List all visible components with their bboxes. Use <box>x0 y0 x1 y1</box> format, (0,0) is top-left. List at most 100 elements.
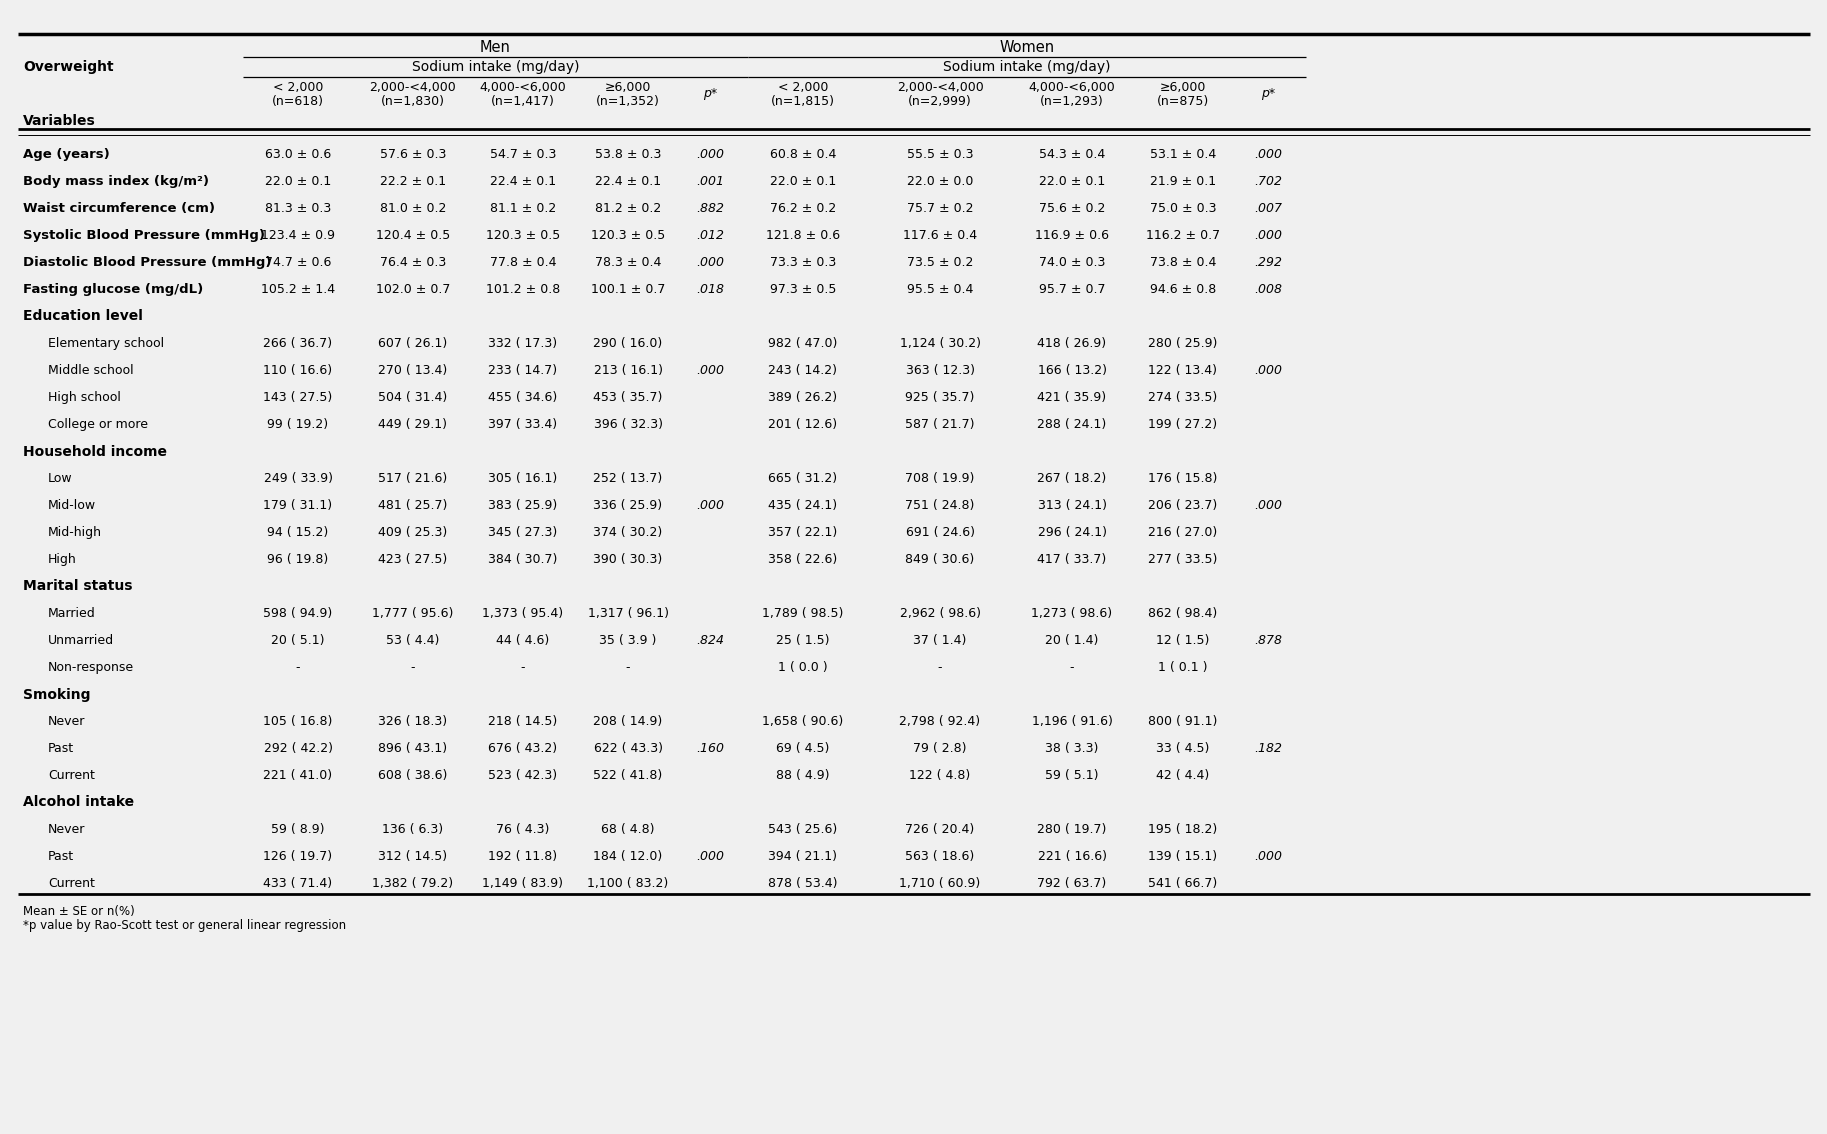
Text: 1,710 ( 60.9): 1,710 ( 60.9) <box>899 877 981 890</box>
Text: 176 ( 15.8): 176 ( 15.8) <box>1149 472 1217 485</box>
Text: 396 ( 32.3): 396 ( 32.3) <box>594 418 663 431</box>
Text: 358 ( 22.6): 358 ( 22.6) <box>769 553 837 566</box>
Text: 206 ( 23.7): 206 ( 23.7) <box>1149 499 1217 511</box>
Text: .000: .000 <box>696 256 723 269</box>
Text: 76.4 ± 0.3: 76.4 ± 0.3 <box>380 256 446 269</box>
Text: Household income: Household income <box>24 445 166 458</box>
Text: 116.9 ± 0.6: 116.9 ± 0.6 <box>1036 229 1109 242</box>
Text: 120.4 ± 0.5: 120.4 ± 0.5 <box>376 229 449 242</box>
Text: 453 ( 35.7): 453 ( 35.7) <box>594 391 663 404</box>
Text: 417 ( 33.7): 417 ( 33.7) <box>1038 553 1107 566</box>
Text: (n=1,417): (n=1,417) <box>491 94 555 108</box>
Text: 2,000-<4,000: 2,000-<4,000 <box>897 82 983 94</box>
Text: p*: p* <box>1261 86 1275 100</box>
Text: Marital status: Marital status <box>24 579 133 593</box>
Text: p*: p* <box>703 86 716 100</box>
Text: 2,000-<4,000: 2,000-<4,000 <box>369 82 457 94</box>
Text: 22.0 ± 0.1: 22.0 ± 0.1 <box>1040 175 1105 188</box>
Text: 418 ( 26.9): 418 ( 26.9) <box>1038 337 1107 350</box>
Text: 1,273 ( 98.6): 1,273 ( 98.6) <box>1032 607 1113 620</box>
Text: 21.9 ± 0.1: 21.9 ± 0.1 <box>1149 175 1217 188</box>
Text: Mean ± SE or n(%): Mean ± SE or n(%) <box>24 905 135 917</box>
Text: 1,658 ( 90.6): 1,658 ( 90.6) <box>762 716 844 728</box>
Text: 541 ( 66.7): 541 ( 66.7) <box>1149 877 1217 890</box>
Text: 397 ( 33.4): 397 ( 33.4) <box>488 418 557 431</box>
Text: 383 ( 25.9): 383 ( 25.9) <box>488 499 557 511</box>
Text: 195 ( 18.2): 195 ( 18.2) <box>1149 823 1217 836</box>
Text: 277 ( 33.5): 277 ( 33.5) <box>1149 553 1217 566</box>
Text: -: - <box>411 661 415 674</box>
Text: 517 ( 21.6): 517 ( 21.6) <box>378 472 448 485</box>
Text: 305 ( 16.1): 305 ( 16.1) <box>488 472 557 485</box>
Text: 22.2 ± 0.1: 22.2 ± 0.1 <box>380 175 446 188</box>
Text: 75.0 ± 0.3: 75.0 ± 0.3 <box>1149 202 1217 215</box>
Text: (n=875): (n=875) <box>1156 94 1209 108</box>
Text: 213 ( 16.1): 213 ( 16.1) <box>594 364 663 376</box>
Text: 94.6 ± 0.8: 94.6 ± 0.8 <box>1149 284 1217 296</box>
Text: Past: Past <box>48 850 75 863</box>
Text: Sodium intake (mg/day): Sodium intake (mg/day) <box>943 60 1111 74</box>
Text: 216 ( 27.0): 216 ( 27.0) <box>1149 526 1217 539</box>
Text: (n=2,999): (n=2,999) <box>908 94 972 108</box>
Text: High: High <box>48 553 77 566</box>
Text: 44 ( 4.6): 44 ( 4.6) <box>497 634 550 648</box>
Text: 1,317 ( 96.1): 1,317 ( 96.1) <box>588 607 669 620</box>
Text: 77.8 ± 0.4: 77.8 ± 0.4 <box>490 256 555 269</box>
Text: 691 ( 24.6): 691 ( 24.6) <box>906 526 974 539</box>
Text: 42 ( 4.4): 42 ( 4.4) <box>1156 769 1209 782</box>
Text: 849 ( 30.6): 849 ( 30.6) <box>906 553 974 566</box>
Text: 120.3 ± 0.5: 120.3 ± 0.5 <box>590 229 665 242</box>
Text: 421 ( 35.9): 421 ( 35.9) <box>1038 391 1107 404</box>
Text: 25 ( 1.5): 25 ( 1.5) <box>776 634 829 648</box>
Text: 76.2 ± 0.2: 76.2 ± 0.2 <box>769 202 837 215</box>
Text: 81.0 ± 0.2: 81.0 ± 0.2 <box>380 202 446 215</box>
Text: 60.8 ± 0.4: 60.8 ± 0.4 <box>769 149 837 161</box>
Text: 81.2 ± 0.2: 81.2 ± 0.2 <box>596 202 661 215</box>
Text: 1 ( 0.1 ): 1 ( 0.1 ) <box>1158 661 1208 674</box>
Text: .000: .000 <box>696 149 723 161</box>
Text: .000: .000 <box>696 850 723 863</box>
Text: 79 ( 2.8): 79 ( 2.8) <box>914 742 966 755</box>
Text: 587 ( 21.7): 587 ( 21.7) <box>904 418 976 431</box>
Text: 1,777 ( 95.6): 1,777 ( 95.6) <box>373 607 453 620</box>
Text: 267 ( 18.2): 267 ( 18.2) <box>1038 472 1107 485</box>
Text: 1,382 ( 79.2): 1,382 ( 79.2) <box>373 877 453 890</box>
Text: .182: .182 <box>1253 742 1283 755</box>
Text: Body mass index (kg/m²): Body mass index (kg/m²) <box>24 175 208 188</box>
Text: 117.6 ± 0.4: 117.6 ± 0.4 <box>903 229 977 242</box>
Text: 4,000-<6,000: 4,000-<6,000 <box>481 82 566 94</box>
Text: Systolic Blood Pressure (mmHg): Systolic Blood Pressure (mmHg) <box>24 229 265 242</box>
Text: .000: .000 <box>1253 364 1283 376</box>
Text: 54.3 ± 0.4: 54.3 ± 0.4 <box>1040 149 1105 161</box>
Text: 81.3 ± 0.3: 81.3 ± 0.3 <box>265 202 331 215</box>
Text: (n=618): (n=618) <box>272 94 323 108</box>
Text: 433 ( 71.4): 433 ( 71.4) <box>263 877 333 890</box>
Text: 166 ( 13.2): 166 ( 13.2) <box>1038 364 1107 376</box>
Text: 504 ( 31.4): 504 ( 31.4) <box>378 391 448 404</box>
Text: 179 ( 31.1): 179 ( 31.1) <box>263 499 333 511</box>
Text: -: - <box>627 661 630 674</box>
Text: 394 ( 21.1): 394 ( 21.1) <box>769 850 837 863</box>
Text: 862 ( 98.4): 862 ( 98.4) <box>1149 607 1217 620</box>
Text: Women: Women <box>999 40 1054 54</box>
Text: 221 ( 41.0): 221 ( 41.0) <box>263 769 333 782</box>
Text: Current: Current <box>48 877 95 890</box>
Text: Variables: Variables <box>24 115 95 128</box>
Text: 121.8 ± 0.6: 121.8 ± 0.6 <box>766 229 840 242</box>
Text: 665 ( 31.2): 665 ( 31.2) <box>769 472 837 485</box>
Text: Never: Never <box>48 823 86 836</box>
Text: .000: .000 <box>1253 850 1283 863</box>
Text: 136 ( 6.3): 136 ( 6.3) <box>382 823 444 836</box>
Text: Mid-low: Mid-low <box>48 499 97 511</box>
Text: 345 ( 27.3): 345 ( 27.3) <box>488 526 557 539</box>
Text: 332 ( 17.3): 332 ( 17.3) <box>488 337 557 350</box>
Text: 481 ( 25.7): 481 ( 25.7) <box>378 499 448 511</box>
Text: 676 ( 43.2): 676 ( 43.2) <box>488 742 557 755</box>
Text: 95.7 ± 0.7: 95.7 ± 0.7 <box>1040 284 1105 296</box>
Text: 374 ( 30.2): 374 ( 30.2) <box>594 526 663 539</box>
Text: 523 ( 42.3): 523 ( 42.3) <box>488 769 557 782</box>
Text: 97.3 ± 0.5: 97.3 ± 0.5 <box>769 284 837 296</box>
Text: Low: Low <box>48 472 73 485</box>
Text: 139 ( 15.1): 139 ( 15.1) <box>1149 850 1217 863</box>
Text: .018: .018 <box>696 284 723 296</box>
